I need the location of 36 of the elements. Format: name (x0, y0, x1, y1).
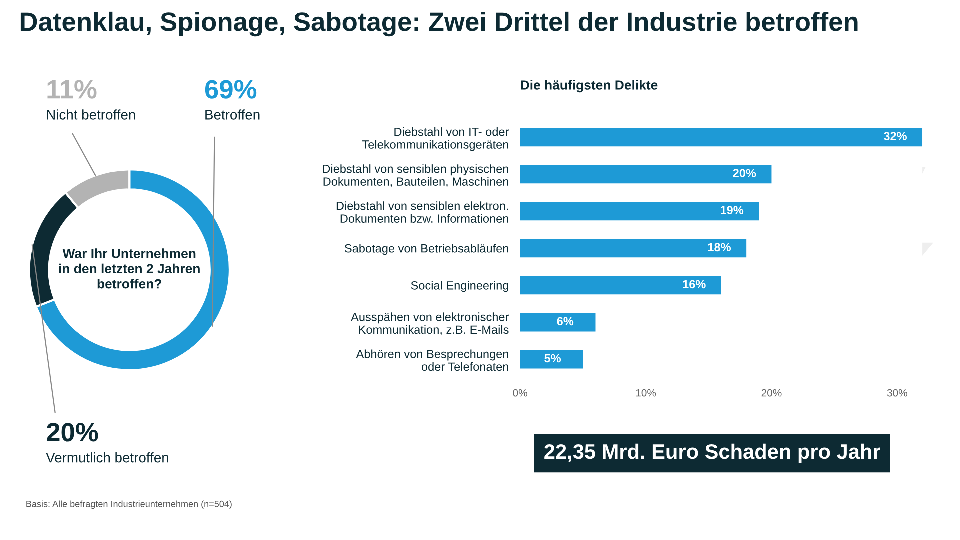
slice-label: Vermutlich betroffen (46, 452, 168, 463)
data-label: 18% (708, 243, 732, 252)
x-tick-label: 20% (762, 389, 782, 397)
y-tick-label: Ausspähen von elektronischer Kommunikation, z.B. E-Mails (351, 312, 510, 336)
data-label: 11% (48, 80, 97, 99)
bar (520, 128, 923, 147)
x-tick-label: 10% (636, 389, 656, 397)
text: Datenklau, Spionage, Sabotage: Zwei Drittel der Industrie betroffen (20, 12, 858, 37)
y-tick-label: Diebstahl von sensiblen elektron. Dokumenten bzw. Informationen (336, 202, 508, 223)
data-label: 20% (733, 169, 756, 178)
y-tick-label: Abhören von Besprechungen oder Telefonaten (356, 350, 508, 372)
data-label: 16% (683, 280, 706, 289)
bar (520, 313, 596, 332)
y-tick-label: Diebstahl von sensiblen physischen Dokumenten, Bauteilen, Maschinen (323, 164, 508, 188)
y-tick-label: Social Engineering (411, 281, 508, 292)
y-tick-label: Diebstahl von IT- oder Telekommunikationsgeräten (362, 128, 510, 152)
bar (520, 276, 722, 295)
data-label: 6% (557, 317, 574, 326)
y-tick-label: Sabotage von Betriebsabläufen (345, 244, 508, 256)
data-label: 20% (46, 423, 98, 442)
data-label: 69% (205, 80, 257, 99)
text: War Ihr Unternehmen in den letzten 2 Jahren betroffen? (59, 248, 200, 289)
slice-label: Nicht betroffen (47, 110, 136, 120)
bar (520, 350, 584, 369)
slice-label: Betroffen (206, 110, 260, 120)
bar (520, 165, 772, 184)
data-label: 32% (884, 132, 907, 140)
text: 22,35 Mrd. Euro Schaden pro Jahr (544, 444, 880, 464)
x-tick-label: 30% (887, 389, 908, 397)
chart-title: Die häufigsten Delikte (521, 80, 658, 93)
bar (520, 202, 760, 221)
bar (520, 239, 747, 258)
text: Basis: Alle befragten Industrieunternehmen (n=504) (26, 500, 232, 510)
data-label: 19% (721, 206, 744, 215)
x-tick-label: 0% (513, 389, 528, 397)
data-label: 5% (544, 354, 562, 363)
